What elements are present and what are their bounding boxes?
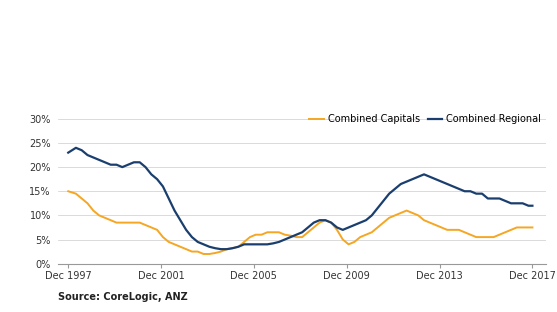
Combined Capitals <box>328 221 335 225</box>
Combined Capitals <box>473 235 480 239</box>
Combined Capitals <box>490 235 497 239</box>
Combined Capitals <box>200 252 207 256</box>
Combined Regional <box>368 213 375 217</box>
Combined Regional <box>456 187 462 191</box>
Combined Regional <box>478 192 485 196</box>
Combined Capitals <box>449 228 456 232</box>
Text: combined capital cities, houses vs units: combined capital cities, houses vs units <box>113 77 444 92</box>
Line: Combined Capitals: Combined Capitals <box>68 191 532 254</box>
Combined Regional <box>334 226 340 229</box>
Text: Proportion of loss making resales,: Proportion of loss making resales, <box>136 51 421 66</box>
Legend: Combined Capitals, Combined Regional: Combined Capitals, Combined Regional <box>309 114 541 124</box>
Combined Regional <box>65 151 71 154</box>
Combined Regional <box>218 247 224 251</box>
Line: Combined Regional: Combined Regional <box>68 148 532 249</box>
Combined Capitals <box>415 213 422 217</box>
Combined Regional <box>72 146 79 150</box>
Text: Source: CoreLogic, ANZ: Source: CoreLogic, ANZ <box>58 291 188 301</box>
Combined Regional <box>529 204 536 207</box>
Combined Regional <box>496 197 503 200</box>
Combined Capitals <box>65 189 71 193</box>
Combined Regional <box>421 173 427 176</box>
Combined Capitals <box>529 226 536 229</box>
Combined Capitals <box>363 233 369 236</box>
